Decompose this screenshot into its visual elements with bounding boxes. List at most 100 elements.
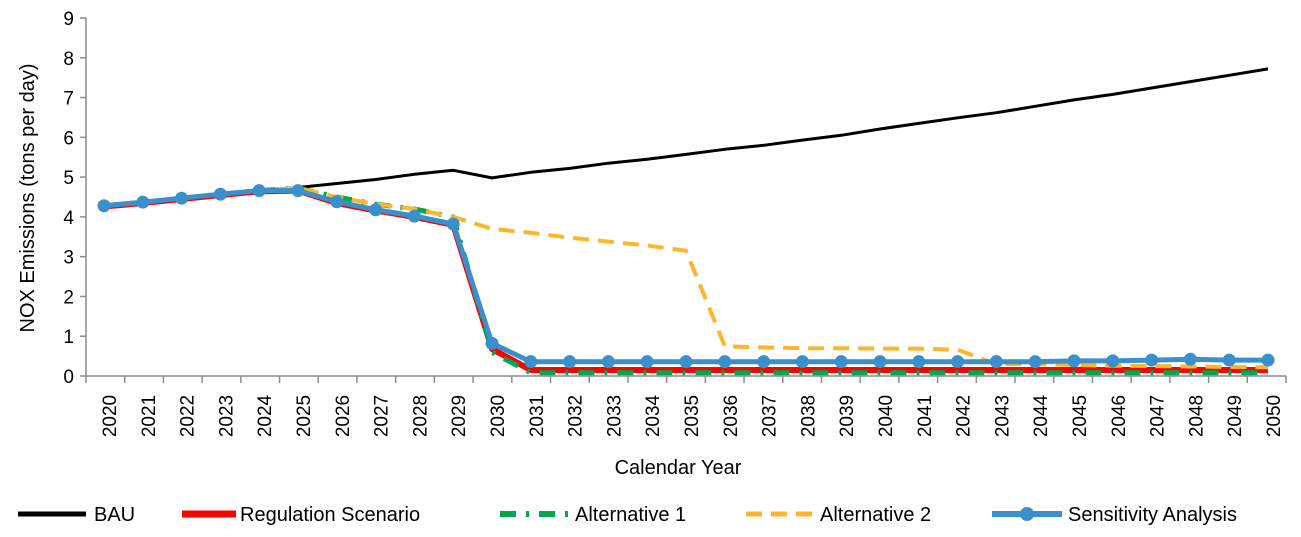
x-tick-label: 2048 xyxy=(1186,395,1207,437)
y-tick-label: 4 xyxy=(63,208,74,229)
x-tick-label: 2029 xyxy=(449,395,470,437)
data-point xyxy=(679,355,693,369)
series-layer xyxy=(97,67,1275,376)
y-tick-label: 9 xyxy=(63,9,74,30)
x-tick-label: 2033 xyxy=(604,395,625,437)
x-tick-label: 2040 xyxy=(876,395,897,437)
data-point xyxy=(601,355,615,369)
legend-item: Alternative 2 xyxy=(746,504,931,526)
x-tick-label: 2036 xyxy=(721,395,742,437)
y-tick-label: 2 xyxy=(63,287,74,308)
data-point xyxy=(640,355,654,369)
x-tick-label: 2034 xyxy=(643,394,664,437)
x-tick-label: 2025 xyxy=(294,395,315,437)
y-tick-label: 3 xyxy=(63,248,74,269)
x-tick-label: 2050 xyxy=(1264,395,1285,437)
legend-item: Alternative 1 xyxy=(500,504,686,526)
x-tick-label: 2046 xyxy=(1109,395,1130,437)
series-alternative-1 xyxy=(103,185,1268,376)
x-tick-label: 2038 xyxy=(798,395,819,437)
legend-label: BAU xyxy=(94,504,135,526)
data-point xyxy=(213,187,227,201)
y-tick-label: 0 xyxy=(63,367,74,388)
data-point xyxy=(718,355,732,369)
x-tick-label: 2031 xyxy=(527,395,548,437)
x-tick-label: 2022 xyxy=(178,395,199,437)
data-point xyxy=(369,203,383,217)
data-point xyxy=(524,355,538,369)
x-tick-label: 2027 xyxy=(372,395,393,437)
legend-marker xyxy=(1020,507,1034,521)
data-point xyxy=(1261,353,1275,367)
data-point xyxy=(1145,353,1159,367)
legend: BAU Regulation Scenario Alternative 1 Alter… xyxy=(18,504,1237,526)
data-point xyxy=(97,199,111,213)
data-point xyxy=(757,355,771,369)
x-tick-label: 2045 xyxy=(1070,395,1091,437)
data-point xyxy=(834,355,848,369)
y-axis-title: NOX Emissions (tons per day) xyxy=(17,64,39,333)
series-line xyxy=(103,188,1268,365)
x-tick-label: 2037 xyxy=(760,395,781,437)
x-tick-label: 2026 xyxy=(333,395,354,437)
y-tick-label: 6 xyxy=(63,128,74,149)
x-tick-label: 2023 xyxy=(216,395,237,437)
x-tick-label: 2042 xyxy=(954,395,975,437)
data-point xyxy=(407,209,421,223)
data-point xyxy=(1222,353,1236,367)
data-point xyxy=(446,217,460,231)
y-tick-label: 8 xyxy=(63,49,74,70)
series-regulation-scenario xyxy=(103,187,1268,373)
data-point xyxy=(1183,352,1197,366)
data-point xyxy=(873,355,887,369)
x-tick-label: 2030 xyxy=(488,395,509,437)
legend-item: Sensitivity Analysis xyxy=(992,504,1237,526)
data-point xyxy=(912,355,926,369)
series-line xyxy=(103,186,1269,370)
legend-item: Regulation Scenario xyxy=(182,504,420,526)
x-tick-label: 2039 xyxy=(837,395,858,437)
legend-label: Regulation Scenario xyxy=(240,504,420,526)
x-tick-label: 2047 xyxy=(1148,395,1169,437)
x-tick-label: 2035 xyxy=(682,395,703,437)
axes: 0 1 2 3 4 5 6 7 8 9 2020 2021 2022 2023 2024 2025 2026 20… xyxy=(63,9,1287,437)
x-axis-title: Calendar Year xyxy=(615,457,742,479)
legend-label: Sensitivity Analysis xyxy=(1068,504,1237,526)
x-tick-label: 2049 xyxy=(1225,395,1246,437)
data-point xyxy=(136,195,150,209)
series-alternative-2 xyxy=(103,186,1269,370)
data-point xyxy=(1067,354,1081,368)
x-tick-label: 2028 xyxy=(410,395,431,437)
x-tick-label: 2041 xyxy=(915,395,936,437)
series-line xyxy=(103,67,1269,208)
x-tick-label: 2020 xyxy=(100,395,121,437)
data-point xyxy=(951,355,965,369)
x-tick-label: 2032 xyxy=(566,395,587,437)
y-tick-label: 5 xyxy=(63,168,74,189)
data-point xyxy=(1106,354,1120,368)
data-point xyxy=(175,191,189,205)
legend-label: Alternative 1 xyxy=(575,504,686,526)
x-tick-label: 2021 xyxy=(139,395,160,437)
data-point xyxy=(563,355,577,369)
legend-item: BAU xyxy=(18,504,135,526)
y-tick-label: 1 xyxy=(63,327,74,348)
y-tick-label: 7 xyxy=(63,89,74,110)
x-tick-label: 2043 xyxy=(992,395,1013,437)
series-bau xyxy=(103,67,1269,208)
data-point xyxy=(330,195,344,209)
data-point xyxy=(291,184,305,198)
data-point xyxy=(989,355,1003,369)
x-tick-label: 2024 xyxy=(255,394,276,437)
data-point xyxy=(485,336,499,350)
x-tick-label: 2044 xyxy=(1031,394,1052,437)
legend-label: Alternative 2 xyxy=(820,504,931,526)
data-point xyxy=(1028,355,1042,369)
data-point xyxy=(795,355,809,369)
series-sensitivity-analysis xyxy=(97,184,1275,369)
series-line xyxy=(103,185,1268,376)
data-point xyxy=(252,184,266,198)
series-line xyxy=(103,187,1268,373)
